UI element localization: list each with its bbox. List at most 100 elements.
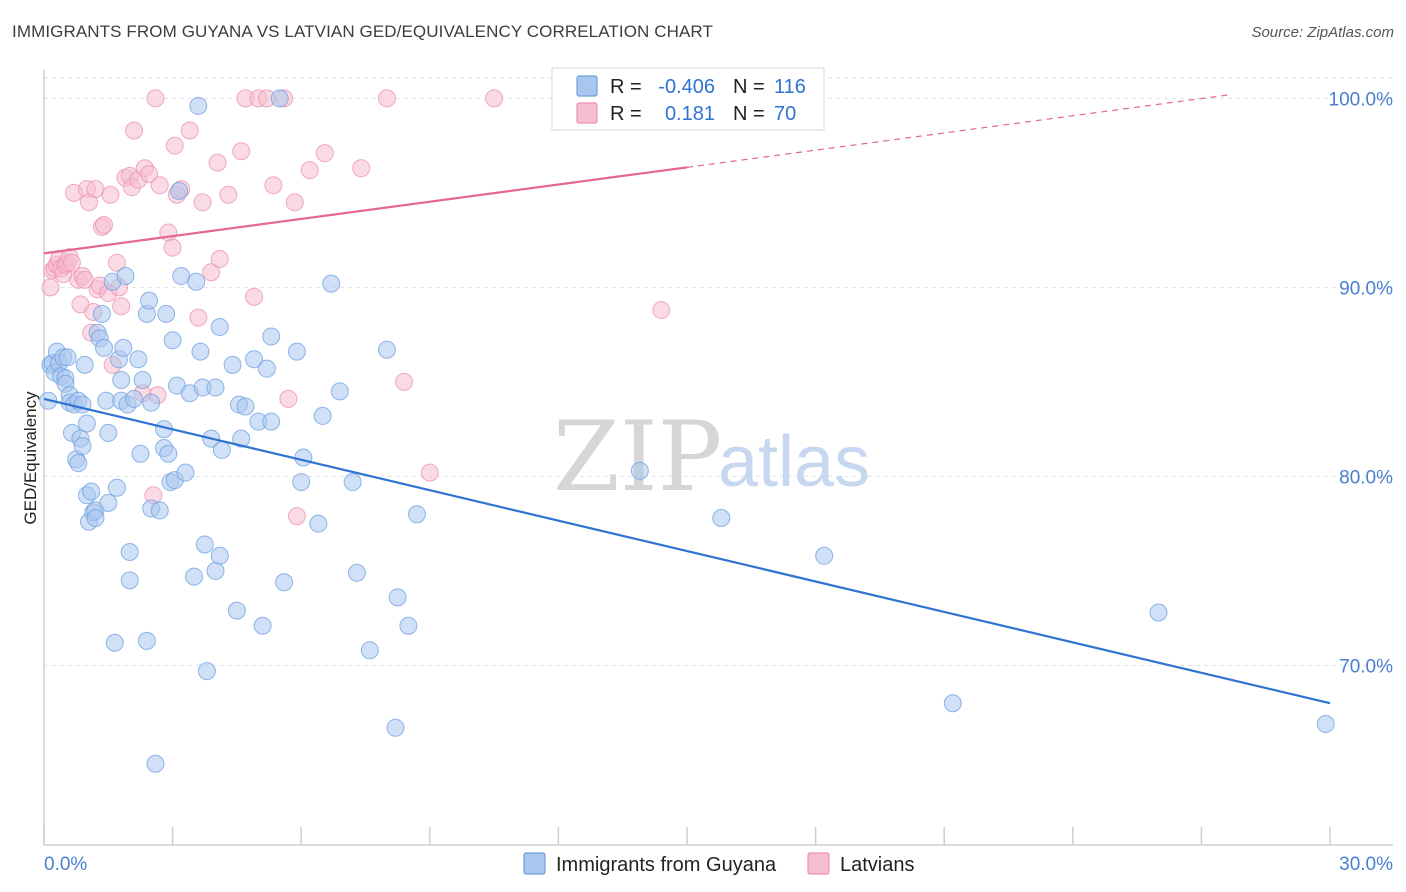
- legend-r-label-2: R =: [610, 103, 642, 125]
- trend-lines: [43, 94, 1331, 705]
- point-latvians: [377, 89, 396, 108]
- point-guyana: [176, 463, 195, 482]
- legend-r-value-1: -0.406: [658, 76, 715, 98]
- point-latvians: [420, 463, 439, 482]
- legend-swatch-latvians-bottom: [807, 852, 830, 875]
- point-guyana: [210, 546, 229, 565]
- y-tick-label: 70.0%: [1339, 656, 1393, 677]
- point-guyana: [191, 342, 210, 361]
- point-guyana: [105, 633, 124, 652]
- point-latvians: [202, 263, 221, 282]
- point-guyana: [399, 616, 418, 635]
- point-guyana: [292, 473, 311, 492]
- point-latvians: [208, 153, 227, 172]
- point-guyana: [407, 505, 426, 524]
- point-guyana: [227, 601, 246, 620]
- point-guyana: [95, 338, 114, 357]
- point-guyana: [943, 694, 962, 713]
- legend-n-label-2: N =: [733, 103, 765, 125]
- y-axis-label: GED/Equivalency: [21, 391, 40, 525]
- point-guyana: [185, 567, 204, 586]
- point-latvians: [219, 185, 238, 204]
- y-tick-label: 90.0%: [1339, 278, 1393, 299]
- point-guyana: [815, 546, 834, 565]
- y-tick-label: 80.0%: [1339, 467, 1393, 488]
- point-guyana: [270, 89, 289, 108]
- x-tick-label-min: 0.0%: [44, 854, 87, 875]
- point-guyana: [133, 371, 152, 389]
- legend-r-value-2: 0.181: [665, 103, 715, 125]
- point-guyana: [120, 543, 139, 562]
- point-guyana: [99, 493, 118, 512]
- point-latvians: [140, 164, 159, 183]
- point-guyana: [195, 535, 214, 554]
- point-guyana: [157, 304, 176, 323]
- y-tick-labels: 70.0% 80.0% 90.0% 100.0%: [1329, 89, 1394, 677]
- watermark-zip: ZIP: [553, 401, 722, 513]
- point-guyana: [170, 181, 189, 200]
- point-guyana: [99, 423, 118, 442]
- point-guyana: [1316, 715, 1335, 734]
- point-guyana: [187, 272, 206, 291]
- legend-swatch-guyana-bottom: [523, 852, 546, 875]
- point-guyana: [360, 641, 379, 660]
- point-latvians: [163, 238, 182, 257]
- point-guyana: [77, 414, 96, 433]
- point-latvians: [107, 253, 126, 272]
- point-guyana: [712, 508, 731, 527]
- legend-n-value-1: 116: [774, 76, 806, 98]
- point-guyana: [377, 340, 396, 359]
- point-latvians: [485, 89, 504, 108]
- point-guyana: [125, 389, 144, 408]
- point-guyana: [262, 412, 281, 431]
- point-latvians: [101, 185, 120, 204]
- point-guyana: [386, 718, 405, 737]
- point-guyana: [75, 355, 94, 374]
- point-latvians: [189, 308, 208, 327]
- point-guyana: [206, 561, 225, 580]
- point-guyana: [630, 461, 649, 480]
- point-latvians: [395, 372, 414, 391]
- point-latvians: [287, 507, 306, 526]
- point-guyana: [142, 393, 161, 412]
- point-latvians: [652, 301, 671, 320]
- point-latvians: [62, 253, 81, 272]
- legend-label-guyana: Immigrants from Guyana: [556, 854, 777, 876]
- point-guyana: [73, 437, 92, 456]
- point-latvians: [285, 193, 304, 212]
- point-latvians: [146, 89, 165, 108]
- point-latvians: [193, 193, 212, 212]
- point-guyana: [120, 571, 139, 590]
- legend-n-value-2: 70: [774, 103, 796, 125]
- point-guyana: [150, 501, 169, 520]
- point-guyana: [129, 350, 148, 369]
- point-guyana: [159, 444, 178, 463]
- point-guyana: [92, 304, 111, 323]
- point-guyana: [197, 662, 216, 681]
- point-guyana: [112, 371, 131, 389]
- point-latvians: [41, 278, 60, 297]
- legend-n-label-1: N =: [733, 76, 765, 98]
- point-guyana: [262, 327, 281, 346]
- point-guyana: [58, 348, 77, 367]
- point-latvians: [210, 250, 229, 269]
- point-guyana: [82, 482, 101, 501]
- point-guyana: [1149, 603, 1168, 622]
- point-guyana: [257, 359, 276, 378]
- point-latvians: [95, 216, 114, 234]
- axes: [43, 70, 1393, 846]
- point-guyana: [114, 338, 133, 357]
- point-guyana: [210, 318, 229, 337]
- legend-swatch-latvians: [576, 102, 598, 124]
- point-guyana: [232, 429, 251, 448]
- point-guyana: [322, 274, 341, 293]
- point-guyana: [107, 478, 126, 497]
- point-guyana: [236, 397, 255, 416]
- data-points: [39, 89, 1335, 773]
- point-latvians: [232, 142, 251, 161]
- point-guyana: [212, 440, 231, 459]
- point-guyana: [294, 448, 313, 467]
- point-guyana: [253, 616, 272, 635]
- legend-swatch-guyana: [576, 75, 598, 97]
